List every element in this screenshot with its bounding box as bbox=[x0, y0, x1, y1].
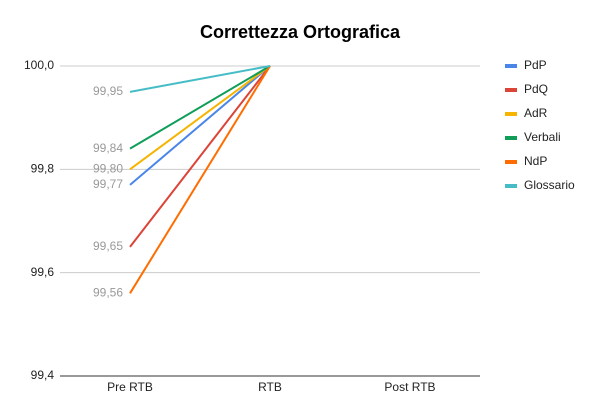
data-label: 99,65 bbox=[93, 239, 123, 253]
chart-title: Correttezza Ortografica bbox=[200, 22, 401, 42]
series-line bbox=[129, 65, 271, 294]
legend-swatch bbox=[505, 112, 517, 116]
series-line bbox=[129, 65, 271, 248]
legend-swatch bbox=[505, 136, 517, 140]
y-tick-label: 99,6 bbox=[31, 265, 55, 279]
x-tick-label: Post RTB bbox=[384, 380, 435, 394]
legend-label: Verbali bbox=[524, 130, 561, 144]
legend-label: NdP bbox=[524, 154, 547, 168]
legend-label: AdR bbox=[524, 106, 548, 120]
data-label: 99,80 bbox=[93, 162, 123, 176]
data-label: 99,95 bbox=[93, 84, 123, 98]
data-label: 99,84 bbox=[93, 141, 123, 155]
series-line bbox=[129, 65, 271, 186]
y-tick-label: 99,8 bbox=[31, 162, 55, 176]
x-tick-label: Pre RTB bbox=[107, 380, 153, 394]
y-tick-label: 99,4 bbox=[31, 368, 55, 382]
series-line bbox=[129, 65, 271, 150]
data-label: 99,56 bbox=[93, 286, 123, 300]
data-label: 99,77 bbox=[93, 177, 123, 191]
legend-label: PdQ bbox=[524, 82, 548, 96]
legend-swatch bbox=[505, 160, 517, 164]
legend-swatch bbox=[505, 88, 517, 92]
legend-label: Glossario bbox=[524, 178, 575, 192]
x-tick-label: RTB bbox=[258, 380, 282, 394]
series-line bbox=[129, 65, 271, 93]
y-tick-label: 100,0 bbox=[24, 58, 54, 72]
legend-swatch bbox=[505, 64, 517, 68]
legend-swatch bbox=[505, 184, 517, 188]
legend-label: PdP bbox=[524, 58, 547, 72]
series-line bbox=[129, 65, 271, 171]
